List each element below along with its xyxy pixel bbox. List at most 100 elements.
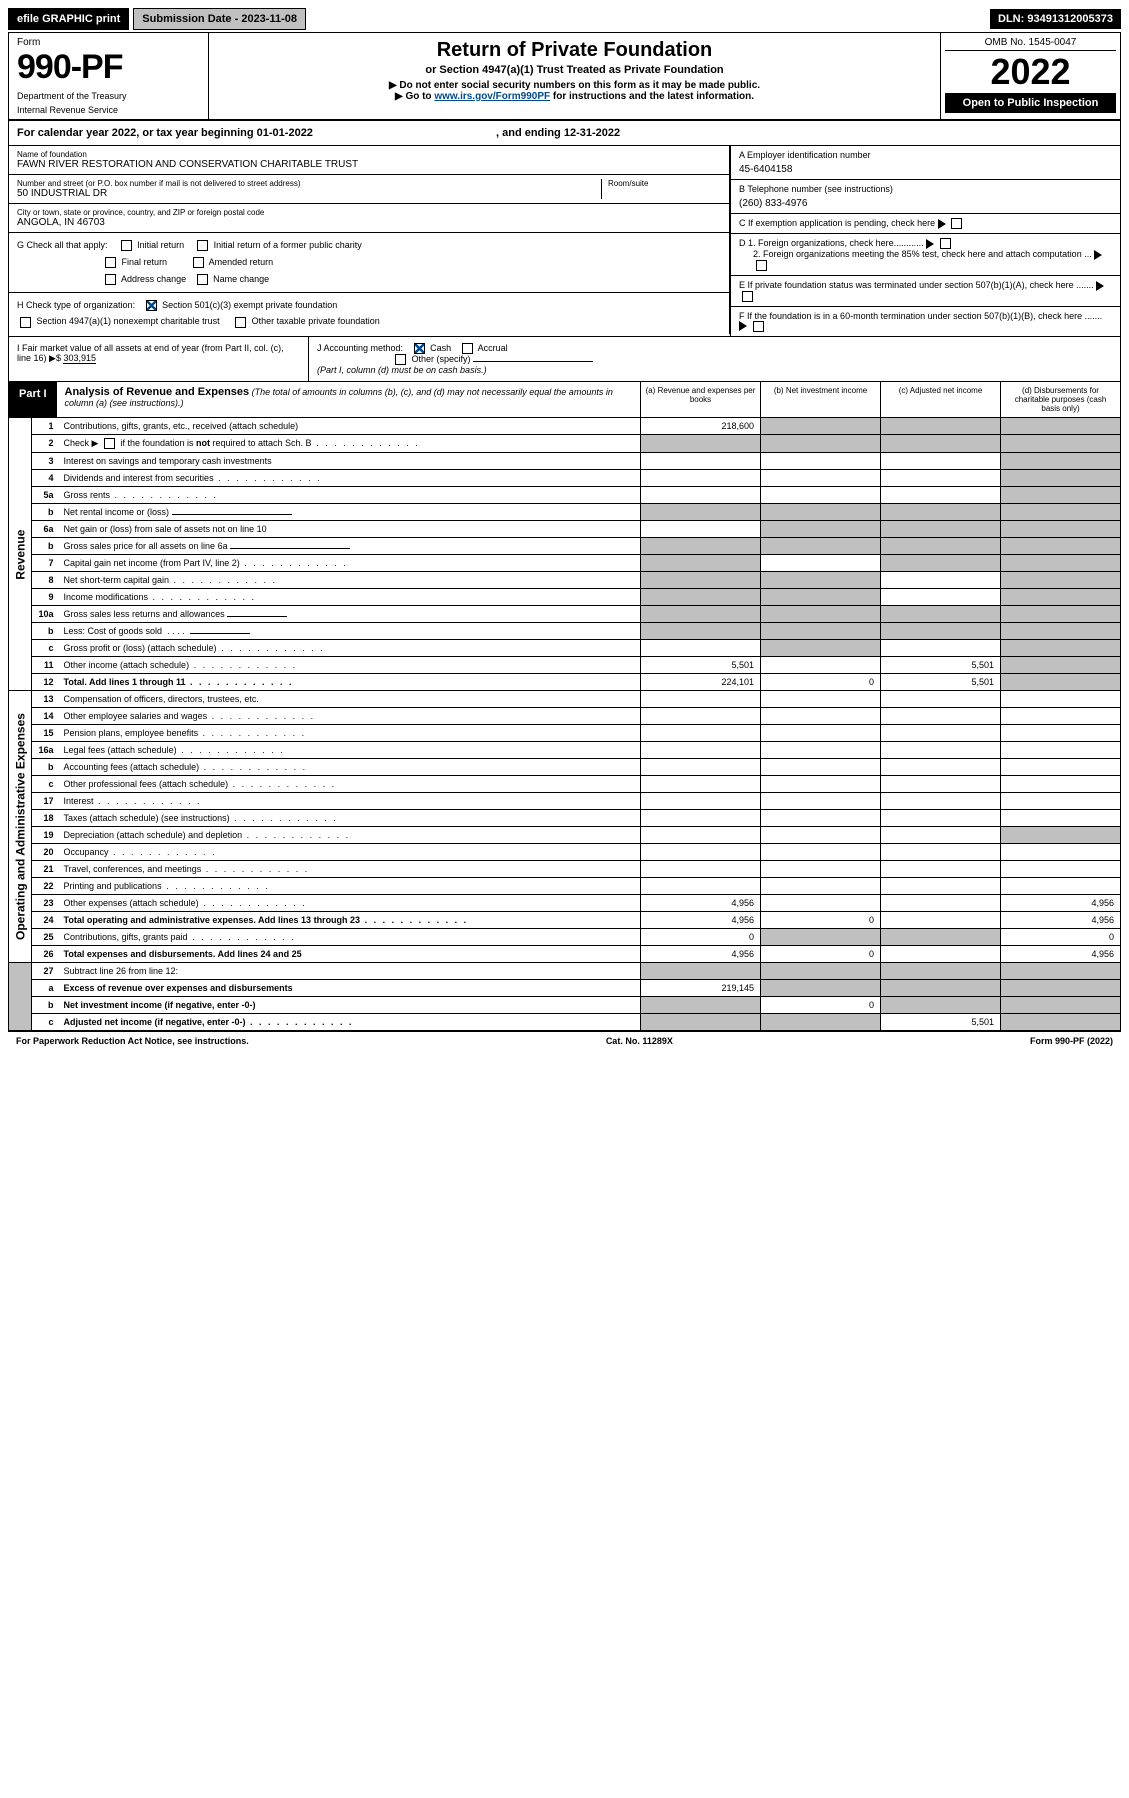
line-desc: Taxes (attach schedule) (see instruction… xyxy=(60,810,641,827)
cash-checkbox[interactable] xyxy=(414,343,425,354)
final-return-checkbox[interactable] xyxy=(105,257,116,268)
amt-cell xyxy=(1001,878,1121,895)
ein-value: 45-6404158 xyxy=(739,164,1112,175)
amt-cell xyxy=(1001,555,1121,572)
line-num: 25 xyxy=(32,929,60,946)
status-terminated-checkbox[interactable] xyxy=(742,291,753,302)
amt-cell xyxy=(1001,623,1121,640)
amt-cell: 4,956 xyxy=(641,912,761,929)
amt-cell xyxy=(881,912,1001,929)
amt-cell xyxy=(1001,606,1121,623)
instructions-link[interactable]: www.irs.gov/Form990PF xyxy=(434,91,550,102)
header-middle: Return of Private Foundation or Section … xyxy=(209,33,940,119)
amt-cell xyxy=(1001,861,1121,878)
amt-cell xyxy=(761,742,881,759)
foreign-org-checkbox[interactable] xyxy=(940,238,951,249)
footer-row: For Paperwork Reduction Act Notice, see … xyxy=(8,1031,1121,1050)
amt-cell xyxy=(1001,691,1121,708)
table-row: 8Net short-term capital gain xyxy=(9,572,1121,589)
line-desc: Compensation of officers, directors, tru… xyxy=(60,691,641,708)
60-month-checkbox[interactable] xyxy=(753,321,764,332)
sub-title: or Section 4947(a)(1) Trust Treated as P… xyxy=(221,64,928,76)
other-specify-line xyxy=(473,361,593,362)
e-label: E If private foundation status was termi… xyxy=(739,280,1094,290)
line-num: 6a xyxy=(32,521,60,538)
address-change-checkbox[interactable] xyxy=(105,274,116,285)
col-d-header: (d) Disbursements for charitable purpose… xyxy=(1000,382,1120,417)
line-desc: Interest xyxy=(60,793,641,810)
open-to-public: Open to Public Inspection xyxy=(945,93,1116,113)
instr2-pre: ▶ Go to xyxy=(395,91,434,102)
g-opt-4: Address change xyxy=(121,274,186,284)
j-label: J Accounting method: xyxy=(317,343,403,353)
table-row: 6aNet gain or (loss) from sale of assets… xyxy=(9,521,1121,538)
table-row: 5aGross rents xyxy=(9,487,1121,504)
line-desc: Net investment income (if negative, ente… xyxy=(60,997,641,1014)
table-row: 24Total operating and administrative exp… xyxy=(9,912,1121,929)
line-desc: Accounting fees (attach schedule) xyxy=(60,759,641,776)
amt-cell xyxy=(1001,1014,1121,1031)
amt-cell xyxy=(761,521,881,538)
amt-cell xyxy=(641,470,761,487)
initial-return-former-checkbox[interactable] xyxy=(197,240,208,251)
table-row: bNet investment income (if negative, ent… xyxy=(9,997,1121,1014)
line-num: c xyxy=(32,1014,60,1031)
amended-return-checkbox[interactable] xyxy=(193,257,204,268)
line-desc: Gross profit or (loss) (attach schedule) xyxy=(60,640,641,657)
entity-info-grid: Name of foundation FAWN RIVER RESTORATIO… xyxy=(8,146,1121,337)
amt-cell xyxy=(641,827,761,844)
j-cash: Cash xyxy=(430,343,451,353)
exemption-pending-checkbox[interactable] xyxy=(951,218,962,229)
instr2-post: for instructions and the latest informat… xyxy=(550,91,754,102)
amt-cell: 0 xyxy=(1001,929,1121,946)
amt-cell xyxy=(881,521,1001,538)
line-num: 24 xyxy=(32,912,60,929)
amt-cell xyxy=(641,810,761,827)
table-row: 14Other employee salaries and wages xyxy=(9,708,1121,725)
amt-cell xyxy=(1001,521,1121,538)
info-left-col: Name of foundation FAWN RIVER RESTORATIO… xyxy=(9,146,730,336)
amt-cell: 4,956 xyxy=(641,895,761,912)
other-taxable-checkbox[interactable] xyxy=(235,317,246,328)
accrual-checkbox[interactable] xyxy=(462,343,473,354)
amt-cell xyxy=(641,589,761,606)
501c3-checkbox[interactable] xyxy=(146,300,157,311)
arrow-icon xyxy=(926,239,934,249)
amt-cell: 4,956 xyxy=(641,946,761,963)
table-row: cAdjusted net income (if negative, enter… xyxy=(9,1014,1121,1031)
line-num: 27 xyxy=(32,963,60,980)
table-row: cGross profit or (loss) (attach schedule… xyxy=(9,640,1121,657)
amt-cell: 0 xyxy=(761,997,881,1014)
line-num: 4 xyxy=(32,470,60,487)
amt-cell xyxy=(1001,572,1121,589)
table-row: 23Other expenses (attach schedule) 4,956… xyxy=(9,895,1121,912)
4947a1-checkbox[interactable] xyxy=(20,317,31,328)
amt-cell xyxy=(1001,435,1121,453)
line-num: c xyxy=(32,640,60,657)
amt-cell xyxy=(881,606,1001,623)
table-row: 2Check ▶ if the foundation is not requir… xyxy=(9,435,1121,453)
name-change-checkbox[interactable] xyxy=(197,274,208,285)
g-opt-3: Amended return xyxy=(209,257,274,267)
address-cell: Number and street (or P.O. box number if… xyxy=(9,175,729,204)
foreign-85-checkbox[interactable] xyxy=(756,260,767,271)
foundation-name: FAWN RIVER RESTORATION AND CONSERVATION … xyxy=(17,159,721,170)
other-method-checkbox[interactable] xyxy=(395,354,406,365)
amt-cell: 5,501 xyxy=(641,657,761,674)
instruction-1: ▶ Do not enter social security numbers o… xyxy=(221,80,928,91)
line-num: 5a xyxy=(32,487,60,504)
amt-cell xyxy=(761,691,881,708)
initial-return-checkbox[interactable] xyxy=(121,240,132,251)
submission-date-value: 2023-11-08 xyxy=(241,13,297,25)
arrow-icon xyxy=(938,219,946,229)
amt-cell: 5,501 xyxy=(881,674,1001,691)
amt-cell xyxy=(881,418,1001,435)
amt-cell xyxy=(641,1014,761,1031)
amt-cell xyxy=(761,963,881,980)
amt-cell xyxy=(881,435,1001,453)
sch-b-checkbox[interactable] xyxy=(104,438,115,449)
amt-cell xyxy=(761,878,881,895)
efile-print-button[interactable]: efile GRAPHIC print xyxy=(8,8,129,30)
amt-cell xyxy=(881,504,1001,521)
amt-cell xyxy=(641,487,761,504)
